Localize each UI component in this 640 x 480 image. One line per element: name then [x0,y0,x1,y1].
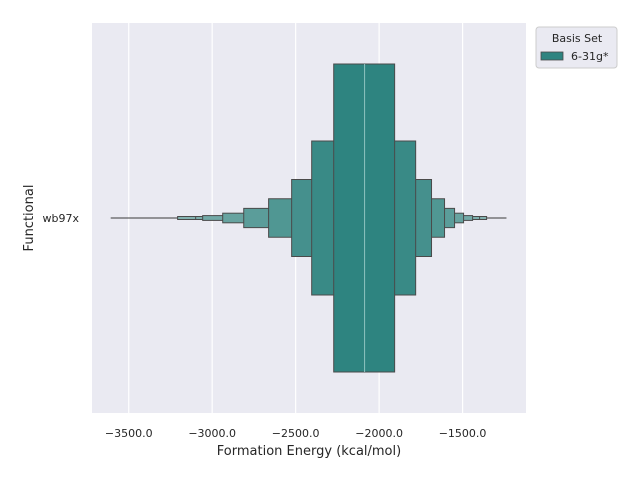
legend-title: Basis Set [552,32,603,45]
x-tick-label: −3000.0 [188,427,236,440]
x-axis-label: Formation Energy (kcal/mol) [217,444,401,459]
legend: Basis Set 6-31g* [535,26,618,69]
legend-entry: 6-31g* [571,50,609,63]
x-tick-label: −2500.0 [272,427,320,440]
legend-swatch [540,51,564,61]
y-axis-label: Functional [22,185,37,252]
y-tick-label: wb97x [43,212,80,225]
x-tick-label: −1500.0 [439,427,487,440]
x-tick-label: −2000.0 [355,427,403,440]
x-tick-label: −3500.0 [105,427,153,440]
